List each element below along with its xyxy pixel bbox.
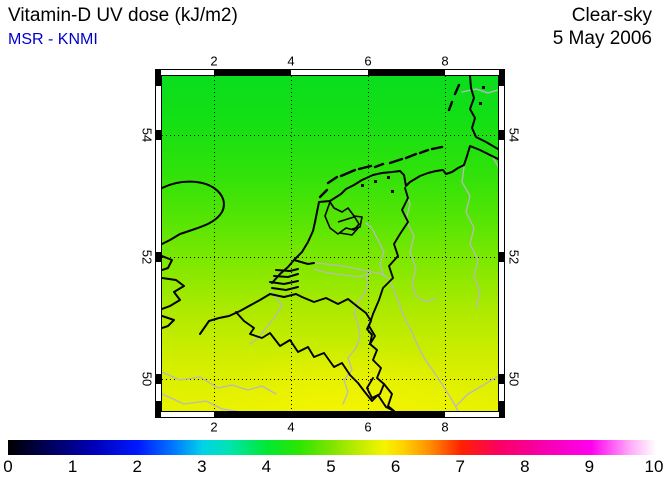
lon-label-top-8: 8 — [441, 53, 449, 69]
lon-label-top-4: 4 — [287, 53, 295, 69]
lon-label-top-6: 6 — [364, 53, 372, 69]
gridline-lon-4 — [291, 76, 292, 411]
frame-left-segment-3 — [156, 252, 161, 262]
gridline-lat-54 — [162, 135, 498, 136]
gridline-lon-2 — [214, 76, 215, 411]
islands-layer — [318, 83, 485, 199]
colorbar-label-6: 6 — [390, 457, 401, 476]
gridline-lat-50 — [162, 379, 498, 380]
colorbar-label-0: 0 — [3, 457, 13, 476]
frame-top-segment-2 — [368, 70, 445, 75]
frame-left-segment-1 — [156, 70, 161, 86]
lat-label-left-52: 52 — [139, 249, 155, 265]
frame-right-segment-5 — [499, 401, 504, 417]
frame-left-segment-2 — [156, 130, 161, 140]
date-label: 5 May 2006 — [552, 28, 652, 49]
rivers-layer — [162, 88, 498, 411]
lat-label-right-54: 54 — [506, 127, 522, 143]
colorbar-label-10: 10 — [644, 457, 664, 476]
frame-top-segment-1 — [214, 70, 291, 75]
colorbar-label-1: 1 — [67, 457, 78, 476]
colorbar-label-9: 9 — [584, 457, 595, 476]
colorbar-label-2: 2 — [132, 457, 142, 476]
colorbar-label-3: 3 — [197, 457, 207, 476]
page-title: Vitamin-D UV dose (kJ/m2) — [8, 5, 238, 26]
coastline-layer — [162, 76, 498, 335]
gridline-lat-52 — [162, 257, 498, 258]
colorbar-label-5: 5 — [326, 457, 336, 476]
frame-right-segment-1 — [499, 70, 504, 86]
colorbar-gradient — [8, 440, 656, 455]
frame-left-segment-5 — [156, 401, 161, 417]
colorbar-label-4: 4 — [261, 457, 272, 476]
frame-right-segment-2 — [499, 130, 504, 140]
condition-label: Clear-sky — [571, 5, 652, 26]
borders-layer — [235, 187, 409, 411]
frame-left-segment-4 — [156, 374, 161, 384]
lat-label-left-54: 54 — [139, 127, 155, 143]
source-label: MSR - KNMI — [8, 31, 98, 48]
frame-right-segment-3 — [499, 252, 504, 262]
ijsselmeer-layer — [324, 201, 363, 236]
lat-label-left-50: 50 — [139, 371, 155, 387]
lon-label-top-2: 2 — [210, 53, 218, 69]
lon-label-bottom-6: 6 — [364, 419, 372, 435]
gridline-lon-8 — [445, 76, 446, 411]
map-frame — [155, 69, 505, 418]
frame-bottom-segment — [214, 412, 445, 417]
map-inner-border — [161, 75, 499, 412]
lat-label-right-50: 50 — [506, 371, 522, 387]
colorbar-label-7: 7 — [455, 457, 465, 476]
gridline-lon-6 — [368, 76, 369, 411]
map-features — [162, 76, 498, 411]
lon-label-bottom-4: 4 — [287, 419, 295, 435]
colorbar-label-8: 8 — [520, 457, 530, 476]
lat-label-right-52: 52 — [506, 249, 522, 265]
map-field — [162, 76, 498, 411]
frame-right-segment-4 — [499, 374, 504, 384]
lon-label-bottom-8: 8 — [441, 419, 449, 435]
lon-label-bottom-2: 2 — [210, 419, 218, 435]
